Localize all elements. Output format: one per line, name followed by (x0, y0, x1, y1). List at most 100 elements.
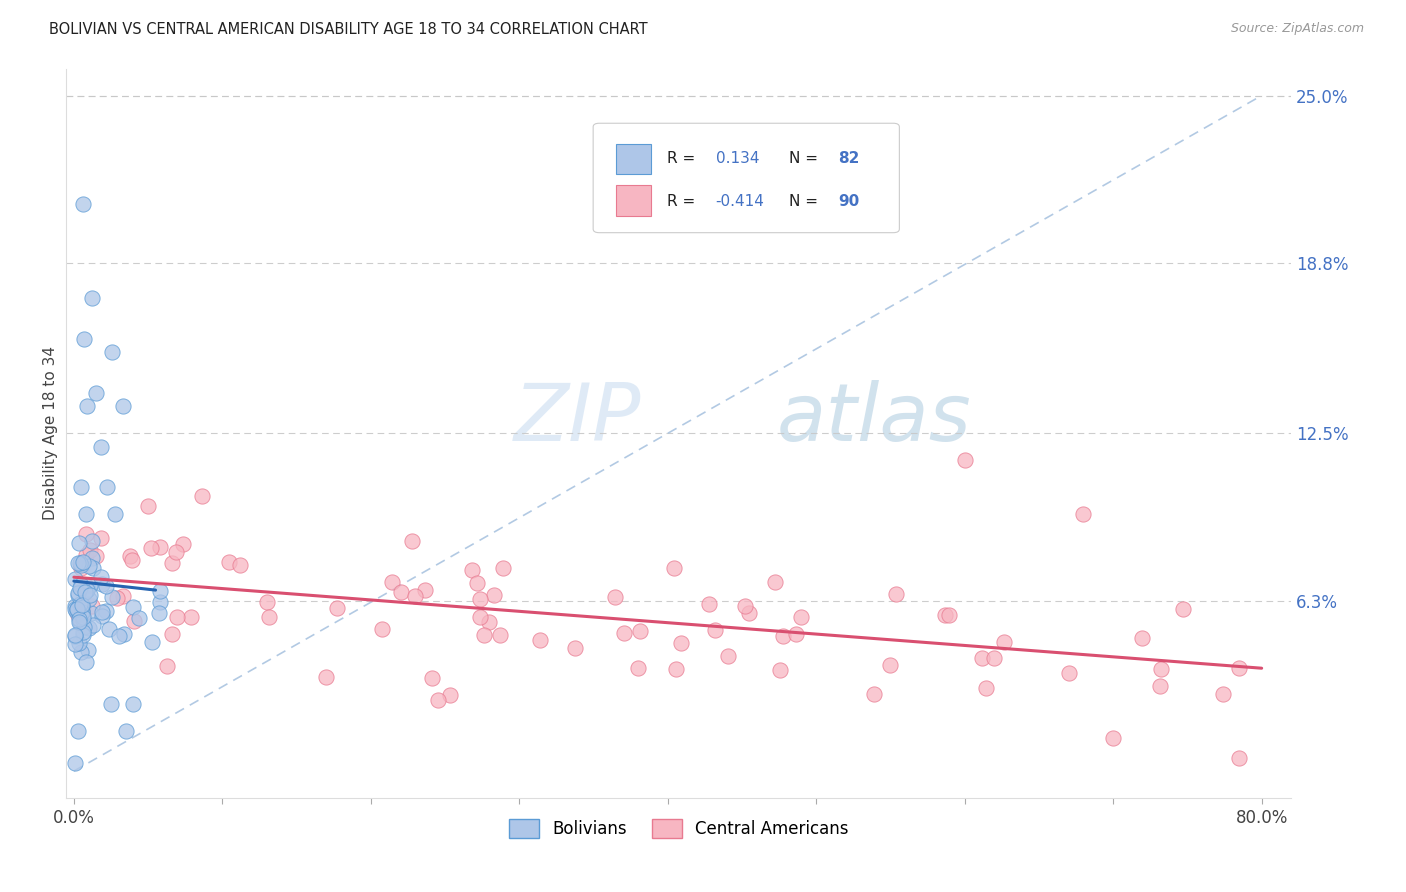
Point (970, 651, 993, 665)
Point (772, 630, 794, 644)
Point (96, 604, 118, 618)
Point (697, 598, 720, 612)
Point (149, 595, 172, 609)
Point (67, 635, 90, 649)
Point (77, 558, 100, 573)
Point (91, 576, 114, 591)
Point (70, 605, 93, 619)
Point (413, 582, 436, 597)
Point (80, 550, 103, 565)
Point (65, 599, 87, 614)
FancyBboxPatch shape (616, 144, 651, 174)
Point (482, 588, 505, 602)
Point (79, 578, 101, 592)
Point (70, 480, 93, 494)
Point (77, 643, 100, 657)
Point (72, 624, 94, 639)
Point (371, 623, 394, 637)
Point (769, 663, 792, 677)
Point (69, 615, 91, 629)
Point (115, 723, 138, 738)
Point (162, 627, 184, 641)
Text: 90: 90 (838, 194, 859, 209)
Point (94, 579, 117, 593)
Point (492, 561, 515, 575)
Point (90, 532, 112, 546)
Point (613, 626, 636, 640)
Point (70, 598, 93, 612)
Point (765, 575, 787, 590)
Point (66, 586, 89, 600)
Point (256, 595, 278, 609)
Point (80, 599, 103, 613)
Point (257, 610, 280, 624)
Legend: Bolivians, Central Americans: Bolivians, Central Americans (502, 812, 855, 845)
Point (70, 558, 93, 572)
Point (122, 697, 145, 711)
Point (1149, 679, 1171, 693)
Point (67, 723, 90, 738)
Point (66, 588, 89, 602)
Point (665, 662, 688, 676)
Point (96, 480, 118, 494)
Point (628, 624, 651, 638)
Point (67, 615, 90, 629)
Point (953, 453, 976, 467)
Point (191, 489, 214, 503)
Point (79, 589, 101, 603)
Point (90, 440, 112, 454)
Point (72, 613, 94, 627)
Point (141, 541, 163, 556)
Point (73, 585, 96, 599)
Point (75, 656, 97, 670)
Point (149, 540, 172, 554)
Point (122, 614, 145, 628)
Point (76, 400, 98, 414)
Point (627, 661, 650, 675)
Point (72, 599, 94, 613)
Point (879, 658, 901, 673)
Point (229, 558, 252, 573)
Point (934, 607, 956, 622)
Point (84, 385, 107, 400)
Point (91, 609, 114, 624)
Point (470, 591, 492, 606)
Point (112, 400, 135, 414)
Y-axis label: Disability Age 18 to 34: Disability Age 18 to 34 (44, 346, 58, 520)
Point (983, 650, 1005, 665)
Point (439, 688, 461, 702)
Point (603, 591, 626, 605)
Text: 82: 82 (838, 152, 859, 167)
Point (489, 628, 512, 642)
Point (662, 560, 685, 574)
Point (156, 658, 179, 673)
Point (738, 607, 761, 621)
Point (1227, 661, 1250, 675)
Point (1059, 666, 1081, 681)
Point (77, 621, 100, 635)
Point (80, 606, 103, 620)
Point (427, 693, 450, 707)
Text: R =: R = (666, 194, 695, 209)
Point (65, 629, 87, 643)
Point (104, 508, 127, 522)
Point (1102, 731, 1125, 746)
Point (75, 527, 97, 541)
Point (79, 542, 101, 557)
Point (1227, 750, 1250, 764)
Point (180, 609, 202, 624)
Point (790, 610, 813, 624)
Point (326, 601, 349, 615)
Point (82, 618, 104, 632)
Point (420, 671, 443, 685)
Point (993, 635, 1015, 649)
Text: -0.414: -0.414 (716, 194, 765, 209)
Point (76, 582, 98, 596)
Point (67, 607, 90, 622)
Point (1073, 508, 1095, 522)
Point (80, 291, 103, 305)
Point (529, 632, 551, 647)
Point (70, 561, 93, 575)
Point (121, 553, 143, 567)
Point (70, 599, 93, 613)
